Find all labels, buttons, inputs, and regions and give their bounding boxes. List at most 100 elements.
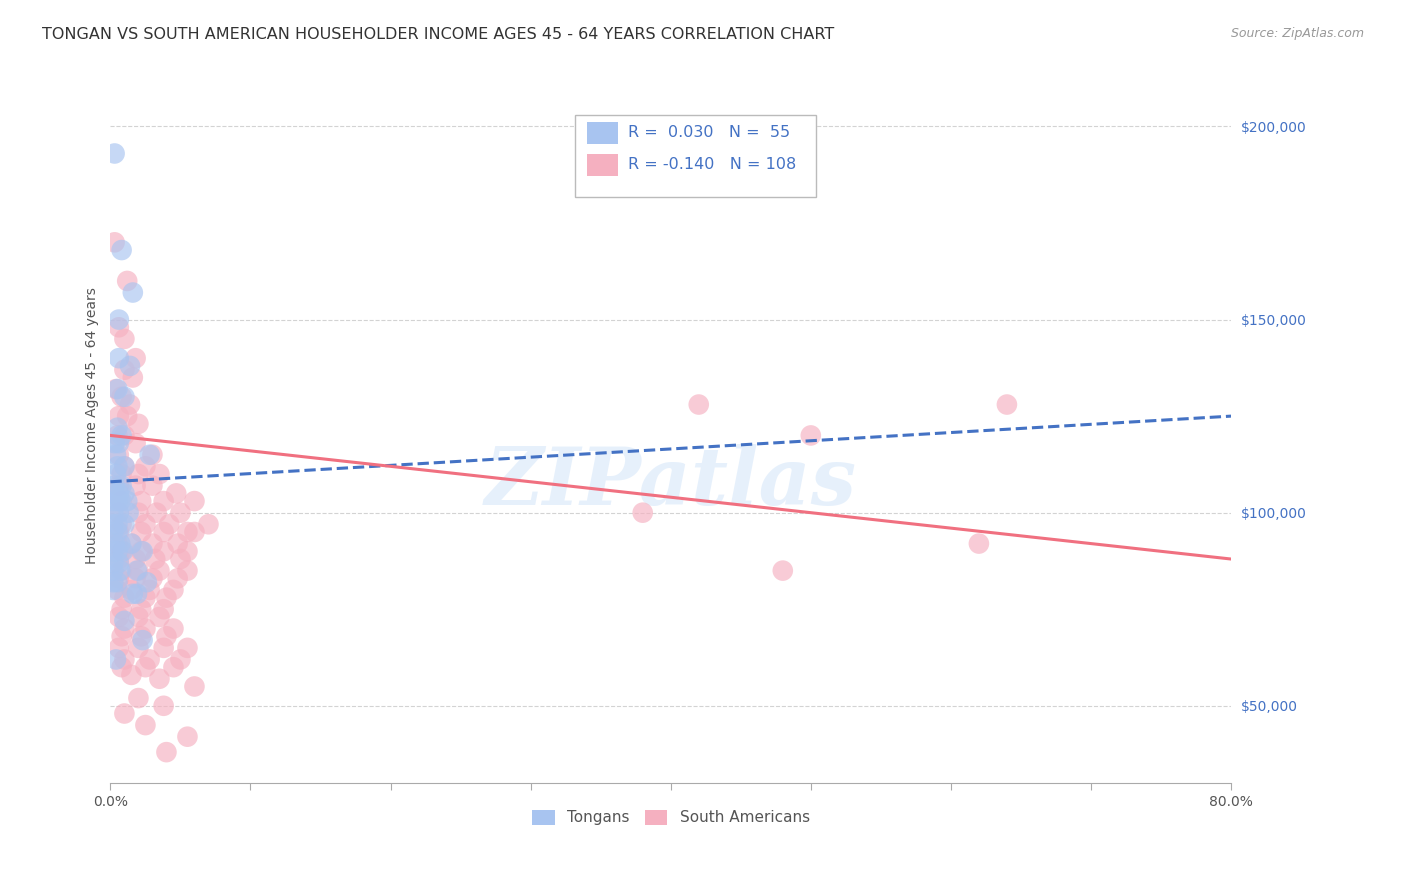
Point — [121, 285, 143, 300]
FancyBboxPatch shape — [575, 115, 817, 197]
Point — [183, 680, 205, 694]
Point — [141, 478, 163, 492]
Point — [134, 591, 156, 605]
Point — [110, 602, 132, 616]
Point — [110, 467, 132, 481]
Point — [141, 448, 163, 462]
Point — [127, 610, 149, 624]
Point — [112, 459, 135, 474]
Point — [103, 556, 125, 570]
Point — [107, 420, 129, 434]
Point — [134, 660, 156, 674]
Point — [108, 351, 131, 366]
Point — [107, 582, 129, 597]
Point — [112, 652, 135, 666]
Point — [110, 629, 132, 643]
Point — [124, 571, 146, 585]
Point — [176, 544, 198, 558]
Point — [112, 363, 135, 377]
Point — [108, 610, 131, 624]
Point — [108, 571, 131, 585]
Point — [120, 582, 142, 597]
Point — [108, 409, 131, 424]
Point — [145, 506, 167, 520]
Point — [152, 494, 174, 508]
Point — [105, 467, 128, 481]
FancyBboxPatch shape — [586, 122, 619, 144]
Point — [165, 486, 187, 500]
Point — [112, 706, 135, 721]
Point — [103, 494, 125, 508]
Point — [631, 506, 654, 520]
Point — [112, 614, 135, 628]
Point — [108, 436, 131, 450]
Point — [112, 622, 135, 636]
Point — [183, 494, 205, 508]
Point — [152, 602, 174, 616]
Point — [110, 660, 132, 674]
Point — [104, 436, 127, 450]
Point — [135, 575, 157, 590]
Point — [103, 575, 125, 590]
Point — [118, 359, 141, 373]
Point — [152, 524, 174, 539]
Point — [107, 382, 129, 396]
Point — [107, 575, 129, 590]
Point — [107, 517, 129, 532]
Point — [152, 640, 174, 655]
Point — [103, 524, 125, 539]
Point — [112, 591, 135, 605]
Point — [108, 320, 131, 334]
Point — [162, 622, 184, 636]
Point — [110, 564, 132, 578]
Point — [162, 660, 184, 674]
Point — [162, 582, 184, 597]
Y-axis label: Householder Income Ages 45 - 64 years: Householder Income Ages 45 - 64 years — [86, 287, 100, 565]
Point — [166, 536, 188, 550]
Point — [107, 536, 129, 550]
Point — [800, 428, 823, 442]
Point — [131, 544, 153, 558]
Point — [169, 652, 191, 666]
Point — [103, 564, 125, 578]
Point — [129, 629, 152, 643]
Point — [115, 494, 138, 508]
Point — [148, 672, 170, 686]
Point — [121, 370, 143, 384]
Point — [110, 517, 132, 532]
Point — [127, 417, 149, 431]
Point — [183, 524, 205, 539]
Point — [112, 428, 135, 442]
Point — [107, 544, 129, 558]
Point — [112, 390, 135, 404]
Point — [115, 274, 138, 288]
Point — [124, 552, 146, 566]
Point — [176, 564, 198, 578]
Point — [107, 459, 129, 474]
Point — [152, 698, 174, 713]
Point — [107, 494, 129, 508]
Point — [127, 691, 149, 706]
Point — [141, 536, 163, 550]
Point — [105, 652, 128, 666]
Point — [124, 351, 146, 366]
Point — [152, 544, 174, 558]
Text: R = -0.140   N = 108: R = -0.140 N = 108 — [628, 158, 796, 172]
Point — [112, 459, 135, 474]
Point — [108, 312, 131, 326]
Point — [103, 506, 125, 520]
Point — [110, 390, 132, 404]
Point — [111, 544, 134, 558]
Point — [104, 478, 127, 492]
Point — [143, 552, 166, 566]
Point — [108, 486, 131, 500]
Point — [176, 730, 198, 744]
Point — [148, 610, 170, 624]
Text: ZIPatlas: ZIPatlas — [485, 444, 856, 522]
Point — [141, 571, 163, 585]
Point — [104, 235, 127, 250]
Point — [104, 486, 127, 500]
Point — [110, 494, 132, 508]
Point — [155, 629, 177, 643]
Text: Source: ZipAtlas.com: Source: ZipAtlas.com — [1230, 27, 1364, 40]
